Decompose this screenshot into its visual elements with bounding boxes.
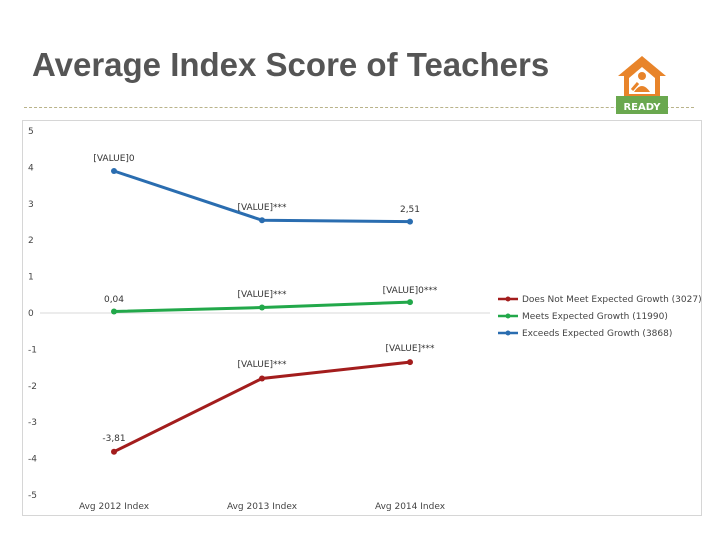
data-label: [VALUE]*** [237,360,287,370]
y-tick-label: -2 [28,382,37,392]
data-point [259,217,265,224]
logo-text: READY [623,102,661,113]
title-divider [24,107,694,108]
data-point [111,448,117,455]
data-label: [VALUE]*** [385,344,435,354]
series-line [113,169,411,224]
y-tick-label: -3 [28,418,37,428]
data-label: -3,81 [102,434,125,444]
y-tick-label: 1 [28,273,34,283]
y-tick-label: 2 [28,236,34,246]
y-tick-label: -1 [28,345,37,355]
legend-entry: Meets Expected Growth (11990) [522,312,668,322]
legend-marker [505,313,511,319]
data-label: 0,04 [104,295,124,305]
logo-banner [616,96,668,114]
x-tick-label: Avg 2014 Index [375,502,446,512]
data-label: 2,51 [400,205,420,215]
x-tick-label: Avg 2013 Index [227,502,298,512]
data-point [111,308,117,315]
data-label: [VALUE]*** [237,290,287,300]
legend-marker [505,330,511,336]
data-label: [VALUE]0 [93,154,135,164]
data-point [407,299,413,306]
data-label: [VALUE]0*** [383,286,438,296]
x-tick-label: Avg 2012 Index [79,502,150,512]
data-point [259,304,265,311]
legend-entry: Does Not Meet Expected Growth (3027) [522,295,702,305]
y-tick-label: 3 [28,200,34,210]
legend-marker [505,296,511,302]
data-point [407,359,413,366]
data-label: [VALUE]*** [237,203,287,213]
data-point [259,375,265,382]
y-tick-label: 5 [28,127,34,137]
ready-logo: READY [616,56,668,114]
page-title: Average Index Score of Teachers [32,46,550,83]
chart-frame [22,120,702,516]
y-tick-label: 4 [28,163,34,173]
y-tick-label: -4 [28,455,37,465]
y-tick-label: -5 [28,491,37,501]
data-point [407,218,413,225]
legend-entry: Exceeds Expected Growth (3868) [522,329,672,339]
data-point [111,168,117,174]
y-tick-label: 0 [28,309,34,319]
